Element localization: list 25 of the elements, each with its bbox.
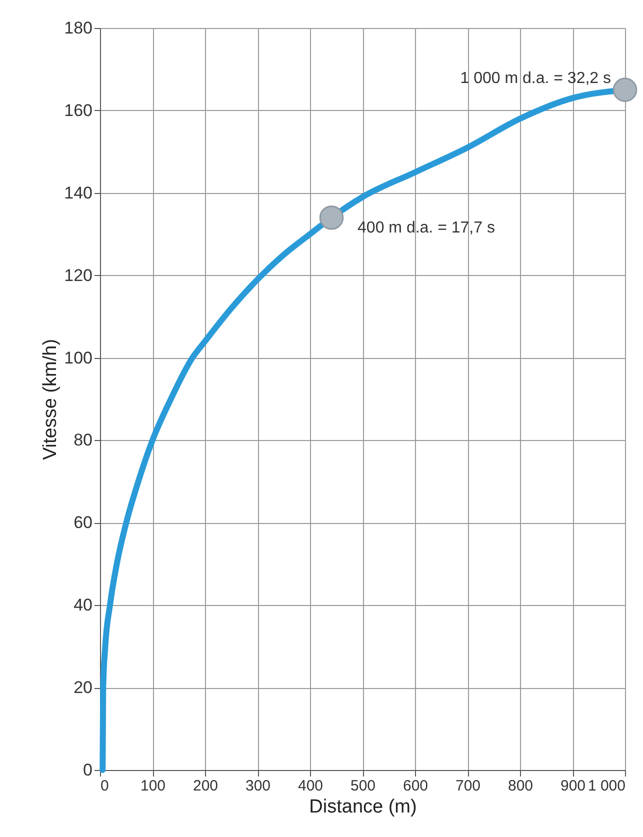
- x-tick-label: 300: [245, 778, 271, 794]
- y-tick-label: 60: [74, 513, 92, 532]
- x-tick-label: 200: [192, 778, 218, 794]
- y-tick-label: 120: [64, 266, 92, 285]
- x-tick-label: 500: [350, 778, 376, 794]
- x-tick-label: 800: [508, 778, 534, 794]
- x-axis-title: Distance (m): [309, 796, 417, 818]
- annotation: 400 m d.a. = 17,7 s: [358, 220, 495, 237]
- annotation: 1 000 m d.a. = 32,2 s: [460, 70, 611, 87]
- y-tick-label: 80: [74, 430, 92, 450]
- x-tick-label: 1 000: [588, 778, 626, 794]
- x-tick-label: 0: [100, 778, 109, 794]
- y-tick-label: 40: [74, 596, 92, 615]
- y-tick-label: 100: [64, 348, 92, 368]
- x-tick-label: 700: [455, 778, 481, 794]
- y-tick-label: 20: [74, 678, 92, 698]
- y-axis-title: Vitesse (km/h): [40, 338, 62, 460]
- y-tick-label: 0: [83, 760, 92, 780]
- y-tick-label: 180: [64, 18, 92, 38]
- x-tick-label: 400: [298, 778, 324, 794]
- y-tick-label: 160: [64, 100, 92, 120]
- x-tick-label: 100: [140, 778, 166, 794]
- x-tick-label: 900: [560, 778, 586, 794]
- y-tick-label: 140: [64, 183, 92, 202]
- x-tick-label: 600: [402, 778, 428, 794]
